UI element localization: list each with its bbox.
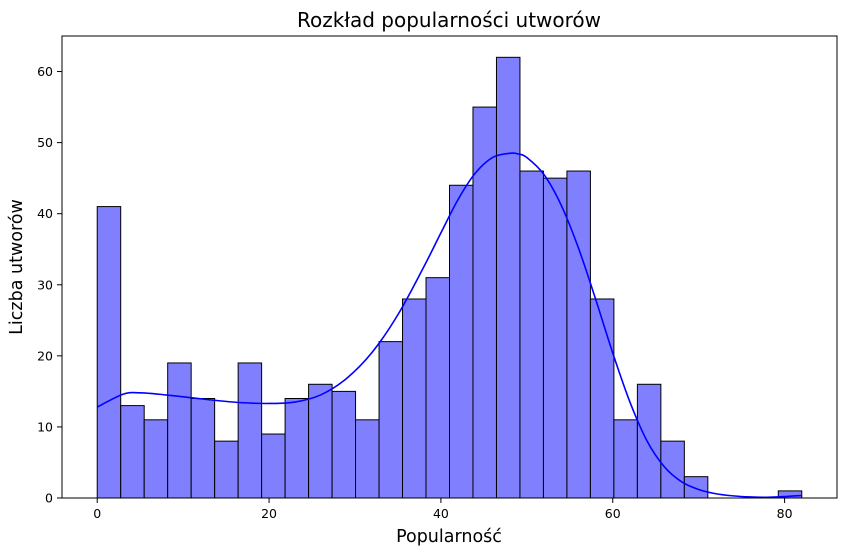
y-tick-label: 60 [37, 64, 53, 79]
x-tick-label: 80 [777, 506, 793, 521]
x-axis-title: Popularność [396, 527, 502, 547]
x-tick-label: 20 [261, 506, 277, 521]
histogram-bar [167, 362, 192, 499]
histogram-bar [143, 419, 169, 499]
y-tick-label: 30 [37, 277, 53, 292]
histogram-bar [495, 56, 521, 499]
y-tick-label: 20 [37, 348, 53, 363]
histogram-bar [542, 177, 568, 499]
x-axis-ticks: 0 20 40 60 80 [93, 498, 793, 521]
histogram-bar [284, 397, 310, 499]
y-tick-label: 50 [37, 135, 53, 150]
x-tick-label: 40 [433, 506, 449, 521]
x-tick-label: 0 [93, 506, 101, 521]
x-tick-label: 60 [605, 506, 621, 521]
plot-frame [61, 35, 838, 499]
histogram-bar [660, 440, 685, 499]
histogram-bar [237, 362, 263, 499]
y-axis-ticks: 0 10 20 30 40 50 60 [37, 64, 62, 506]
y-tick-label: 0 [45, 491, 53, 506]
kde-group [96, 152, 802, 499]
kde-line [96, 152, 802, 499]
histogram-bar [331, 390, 357, 499]
y-axis-title: Liczba utworów [7, 199, 27, 335]
y-tick-label: 10 [37, 419, 53, 434]
histogram-bar [96, 206, 122, 499]
histogram-bar [683, 476, 709, 499]
histogram-bar [566, 170, 591, 499]
histogram-bar [613, 419, 638, 499]
histogram-bar [378, 341, 404, 499]
chart-title: Rozkład popularności utworów [297, 8, 601, 32]
histogram-bar [214, 440, 239, 499]
histogram-bar [519, 170, 544, 499]
histogram-bar [472, 106, 497, 499]
histogram-bar [402, 298, 427, 499]
y-tick-label: 40 [37, 206, 53, 221]
histogram-bar [120, 405, 145, 499]
histogram-bar [589, 298, 615, 499]
histogram-bar [425, 277, 450, 499]
histogram-bar [636, 383, 662, 499]
bars-group [96, 56, 803, 499]
histogram-bar [261, 433, 286, 499]
histogram-bar [355, 419, 380, 499]
histogram-bar [190, 397, 216, 499]
histogram-bar [449, 184, 474, 499]
histogram-bar [308, 383, 333, 499]
